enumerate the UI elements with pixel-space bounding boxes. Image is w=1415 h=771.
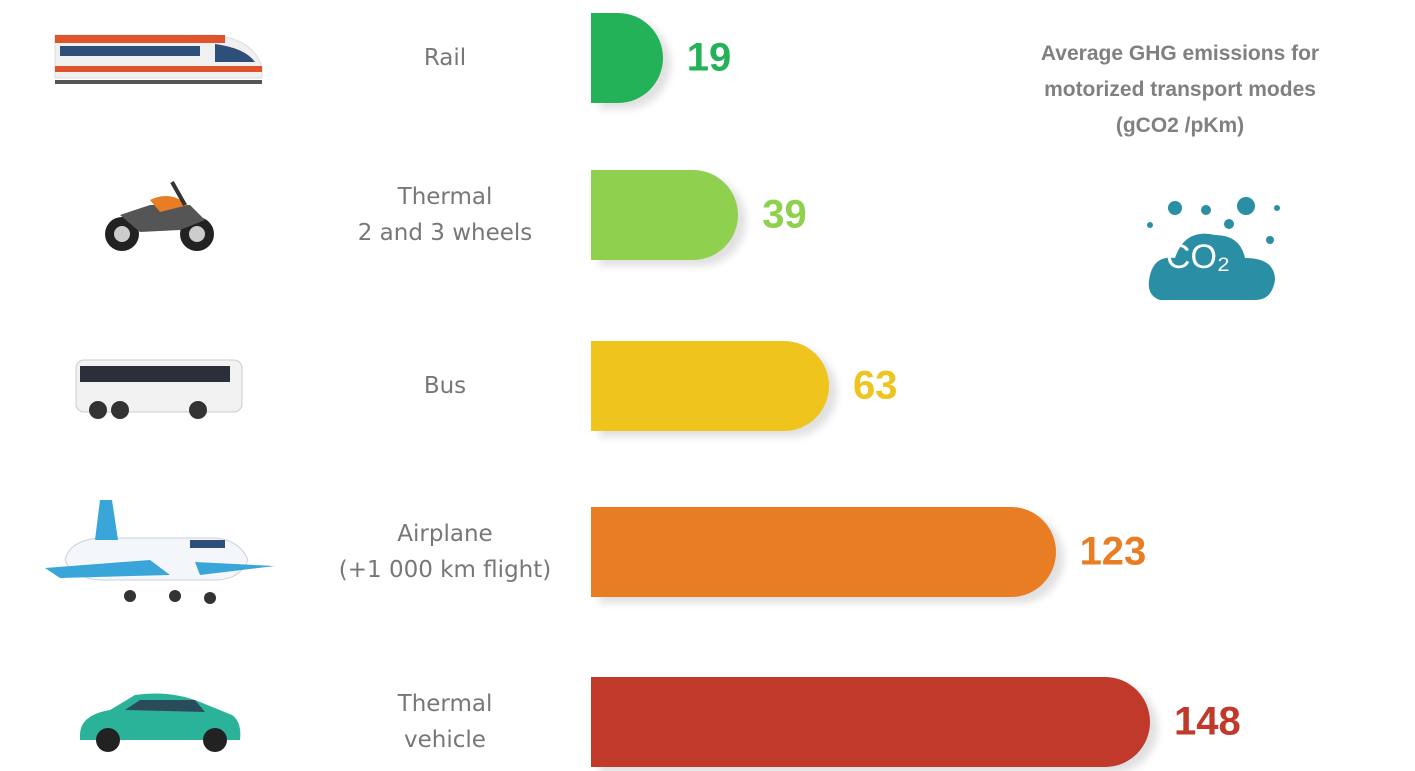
- bar: [591, 507, 1056, 597]
- category-label: Rail: [423, 45, 467, 71]
- category-label: Bus: [423, 373, 467, 399]
- co2-icon-label: CO₂: [1165, 238, 1231, 276]
- motorbike-icon: [105, 181, 214, 251]
- value-label: 19: [686, 35, 732, 80]
- category-label: Thermal vehicle: [397, 691, 493, 753]
- category-label: Thermal 2 and 3 wheels: [357, 184, 533, 246]
- value-label: 39: [762, 192, 807, 237]
- bus-icon: [75, 359, 243, 419]
- bar: [591, 341, 829, 431]
- car-icon: [80, 693, 241, 752]
- airplane-icon: [45, 500, 275, 604]
- train-icon: [54, 34, 263, 84]
- chart-title: Average GHG emissions for motorized tran…: [1040, 42, 1320, 137]
- co2-icon: [1147, 197, 1280, 300]
- category-label: Airplane (+1 000 km flight): [338, 521, 552, 583]
- bar: [591, 170, 739, 260]
- bar: [591, 677, 1150, 767]
- bar: [591, 13, 663, 103]
- value-label: 63: [852, 363, 898, 408]
- value-label: 148: [1174, 699, 1241, 744]
- value-label: 123: [1079, 529, 1147, 574]
